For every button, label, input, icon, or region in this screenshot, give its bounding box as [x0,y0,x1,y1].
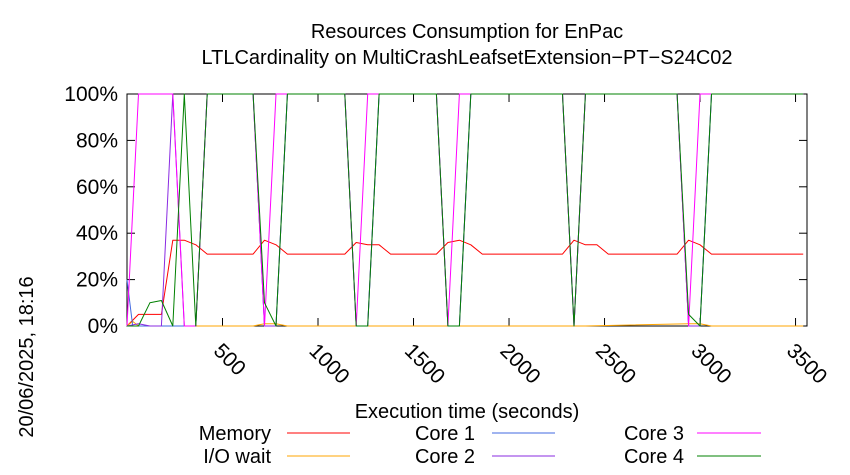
series-line-memory [126,239,804,327]
y-tick-label: 40% [76,222,118,245]
x-tick-label: 500 [209,339,250,380]
legend-label-i-o-wait: I/O wait [203,446,271,468]
series-lines [126,93,804,327]
y-tick-label: 80% [76,129,118,152]
legend-label-memory: Memory [199,423,271,445]
chart-subtitle: LTLCardinality on MultiCrashLeafsetExten… [201,47,732,69]
side-timestamp-label: 20/06/2025, 18:16 [16,276,38,437]
y-tick-label: 100% [64,83,118,106]
y-tick-label: 20% [76,269,118,292]
plot-area: 0% 20% 40% 60% 80% 100% 500 1000 1500 2000 2500 30… [64,83,831,389]
series-line-core-4 [127,93,804,327]
legend-label-core-2: Core 2 [415,446,475,468]
x-axis-label: Execution time (seconds) [355,401,580,423]
x-tick-label: 3000 [686,339,735,388]
plot-frame [126,93,808,327]
y-tick-label: 0% [88,315,118,338]
x-tick-label: 3500 [782,339,831,388]
x-tick-label: 2500 [591,339,640,388]
chart-title: Resources Consumption for EnPac [311,21,623,43]
x-tick-label: 1000 [304,339,353,388]
y-axis: 0% 20% 40% 60% 80% 100% [64,83,807,338]
legend-label-core-4: Core 4 [624,446,684,468]
x-tick-label: 2000 [495,339,544,388]
legend-label-core-1: Core 1 [415,423,475,445]
x-tick-label: 1500 [400,339,449,388]
y-tick-label: 60% [76,176,118,199]
series-line-i-o-wait [126,320,804,327]
legend-label-core-3: Core 3 [624,423,684,445]
x-axis: 500 1000 1500 2000 2500 3000 3500 [209,94,831,389]
